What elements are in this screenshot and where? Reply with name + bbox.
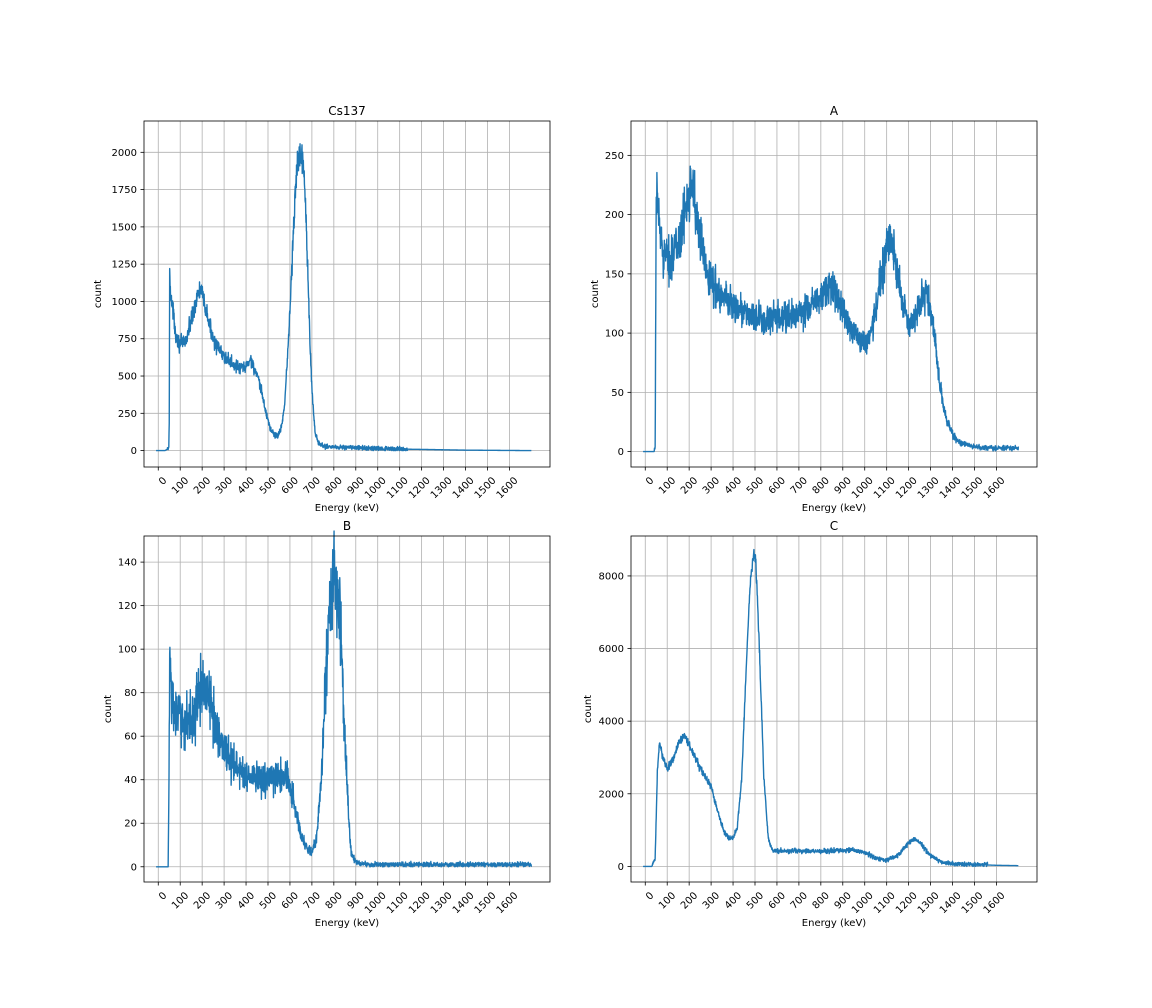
y-tick-label: 80: [124, 688, 137, 699]
y-tick-label: 100: [605, 329, 624, 340]
y-tick-label: 8000: [599, 571, 624, 582]
y-tick-label: 500: [118, 372, 137, 383]
chart-title: C: [830, 519, 838, 533]
y-tick-label: 2000: [599, 789, 624, 800]
y-axis-label: count: [583, 695, 594, 723]
y-tick-label: 200: [605, 210, 624, 221]
x-axis-label: Energy (keV): [802, 503, 867, 514]
y-tick-label: 150: [605, 269, 624, 280]
y-tick-label: 40: [124, 775, 137, 786]
y-tick-label: 0: [618, 447, 624, 458]
chart-title: A: [830, 104, 839, 118]
x-axis-label: Energy (keV): [315, 918, 380, 929]
y-tick-label: 50: [611, 388, 624, 399]
y-tick-label: 750: [118, 334, 137, 345]
x-axis-label: Energy (keV): [315, 503, 380, 514]
y-axis-label: count: [590, 280, 601, 308]
y-tick-label: 0: [131, 862, 137, 873]
y-tick-label: 0: [618, 862, 624, 873]
y-tick-label: 2000: [112, 148, 137, 159]
y-tick-label: 6000: [599, 644, 624, 655]
y-axis-label: count: [93, 280, 104, 308]
y-tick-label: 250: [118, 409, 137, 420]
y-tick-label: 1500: [112, 222, 137, 233]
x-axis-label: Energy (keV): [802, 918, 867, 929]
y-tick-label: 1000: [112, 297, 137, 308]
y-tick-label: 120: [118, 601, 137, 612]
y-axis-label: count: [103, 695, 114, 723]
y-tick-label: 60: [124, 732, 137, 743]
y-tick-label: 250: [605, 151, 624, 162]
y-tick-label: 0: [131, 446, 137, 457]
y-tick-label: 100: [118, 645, 137, 656]
y-tick-label: 140: [118, 558, 137, 569]
chart-title: Cs137: [328, 104, 366, 118]
y-tick-label: 1250: [112, 260, 137, 271]
chart-title: B: [343, 519, 351, 533]
y-tick-label: 1750: [112, 185, 137, 196]
y-tick-label: 4000: [599, 717, 624, 728]
y-tick-label: 20: [124, 819, 137, 830]
